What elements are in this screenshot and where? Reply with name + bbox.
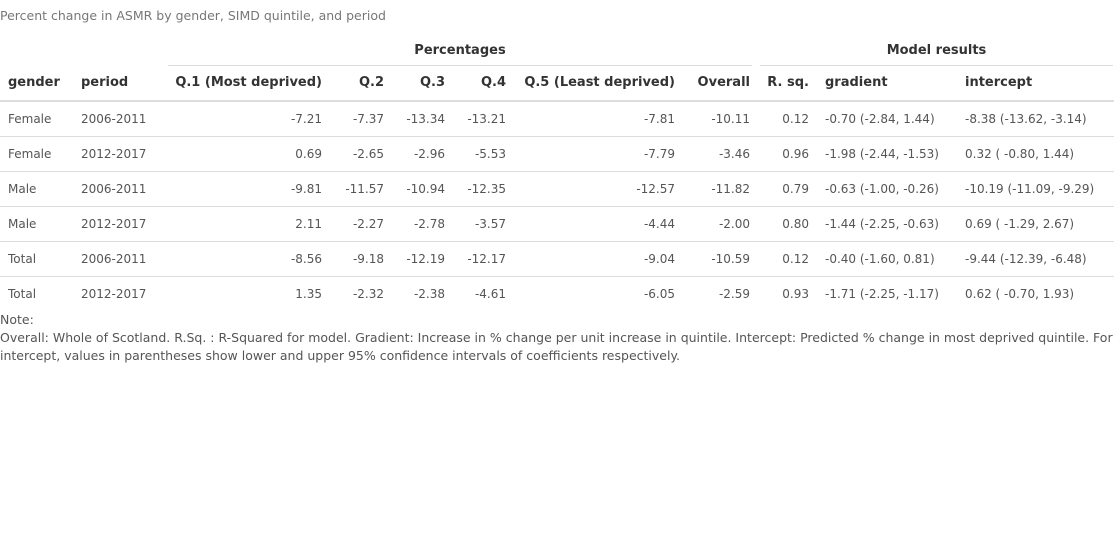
table-row: Male 2006-2011 -9.81 -11.57 -10.94 -12.35 -12.… bbox=[0, 172, 1114, 207]
cell-q5: -12.57 bbox=[636, 182, 675, 196]
cell-q2: -2.27 bbox=[352, 217, 384, 231]
cell-intercept: 0.69 ( -1.29, 2.67) bbox=[965, 217, 1075, 231]
cell-intercept: 0.32 ( -0.80, 1.44) bbox=[965, 147, 1075, 161]
cell-intercept: -10.19 (-11.09, -9.29) bbox=[965, 182, 1095, 196]
cell-q4: -13.21 bbox=[467, 112, 506, 126]
cell-gradient: -0.40 (-1.60, 0.81) bbox=[825, 252, 935, 266]
cell-r-sq: 0.12 bbox=[782, 252, 809, 266]
cell-gender: Total bbox=[8, 252, 37, 266]
cell-q4: -4.61 bbox=[474, 287, 506, 301]
cell-q5: -6.05 bbox=[643, 287, 675, 301]
cell-period: 2012-2017 bbox=[81, 147, 147, 161]
cell-q3: -13.34 bbox=[406, 112, 445, 126]
cell-q2: -11.57 bbox=[345, 182, 384, 196]
cell-period: 2006-2011 bbox=[81, 252, 147, 266]
group-header-percentages: Percentages bbox=[168, 42, 752, 66]
column-header-gradient[interactable]: gradient bbox=[825, 75, 888, 90]
cell-gradient: -1.98 (-2.44, -1.53) bbox=[825, 147, 939, 161]
column-header-period[interactable]: period bbox=[81, 75, 129, 90]
note-text-line-1: Overall: Whole of Scotland. R.Sq. : R-Sq… bbox=[0, 330, 1114, 345]
cell-overall: -10.59 bbox=[711, 252, 750, 266]
cell-q1: -8.56 bbox=[290, 252, 322, 266]
cell-q1: 0.69 bbox=[295, 147, 322, 161]
cell-q2: -9.18 bbox=[352, 252, 384, 266]
cell-q4: -12.35 bbox=[467, 182, 506, 196]
cell-q3: -2.78 bbox=[413, 217, 445, 231]
cell-intercept: -8.38 (-13.62, -3.14) bbox=[965, 112, 1087, 126]
note-text-line-2: intercept, values in parentheses show lo… bbox=[0, 348, 681, 363]
cell-q5: -4.44 bbox=[643, 217, 675, 231]
note-label: Note: bbox=[0, 312, 34, 327]
cell-r-sq: 0.96 bbox=[782, 147, 809, 161]
column-header-intercept[interactable]: intercept bbox=[965, 75, 1033, 90]
column-header-overall[interactable]: Overall bbox=[697, 75, 750, 90]
cell-period: 2006-2011 bbox=[81, 112, 147, 126]
column-header-q4[interactable]: Q.4 bbox=[480, 75, 506, 90]
table-row: Male 2012-2017 2.11 -2.27 -2.78 -3.57 -4.44 -2.… bbox=[0, 207, 1114, 242]
cell-q3: -12.19 bbox=[406, 252, 445, 266]
cell-period: 2012-2017 bbox=[81, 217, 147, 231]
cell-r-sq: 0.12 bbox=[782, 112, 809, 126]
table-row: Female 2006-2011 -7.21 -7.37 -13.34 -13.21 -7.… bbox=[0, 102, 1114, 137]
cell-q2: -7.37 bbox=[352, 112, 384, 126]
cell-gradient: -0.70 (-2.84, 1.44) bbox=[825, 112, 935, 126]
cell-r-sq: 0.93 bbox=[782, 287, 809, 301]
cell-gradient: -1.44 (-2.25, -0.63) bbox=[825, 217, 939, 231]
cell-q1: 1.35 bbox=[295, 287, 322, 301]
cell-gender: Male bbox=[8, 217, 37, 231]
column-header-q3[interactable]: Q.3 bbox=[419, 75, 445, 90]
cell-gender: Female bbox=[8, 147, 52, 161]
cell-q3: -2.38 bbox=[413, 287, 445, 301]
cell-q2: -2.65 bbox=[352, 147, 384, 161]
cell-q3: -2.96 bbox=[413, 147, 445, 161]
cell-r-sq: 0.79 bbox=[782, 182, 809, 196]
cell-q2: -2.32 bbox=[352, 287, 384, 301]
table-row: Female 2012-2017 0.69 -2.65 -2.96 -5.53 -7.79 -… bbox=[0, 137, 1114, 172]
cell-period: 2012-2017 bbox=[81, 287, 147, 301]
table-row: Total 2012-2017 1.35 -2.32 -2.38 -4.61 -6.05 -2… bbox=[0, 277, 1114, 312]
cell-q1: 2.11 bbox=[295, 217, 322, 231]
table-row: Total 2006-2011 -8.56 -9.18 -12.19 -12.17 -9.0… bbox=[0, 242, 1114, 277]
cell-period: 2006-2011 bbox=[81, 182, 147, 196]
cell-q4: -12.17 bbox=[467, 252, 506, 266]
cell-q1: -7.21 bbox=[290, 112, 322, 126]
cell-q5: -7.81 bbox=[643, 112, 675, 126]
cell-overall: -11.82 bbox=[711, 182, 750, 196]
table-caption: Percent change in ASMR by gender, SIMD q… bbox=[0, 8, 386, 23]
cell-overall: -2.00 bbox=[718, 217, 750, 231]
cell-overall: -10.11 bbox=[711, 112, 750, 126]
cell-q4: -5.53 bbox=[474, 147, 506, 161]
cell-q3: -10.94 bbox=[406, 182, 445, 196]
cell-q1: -9.81 bbox=[290, 182, 322, 196]
cell-gender: Female bbox=[8, 112, 52, 126]
cell-q5: -7.79 bbox=[643, 147, 675, 161]
cell-gender: Total bbox=[8, 287, 37, 301]
cell-overall: -3.46 bbox=[718, 147, 750, 161]
cell-r-sq: 0.80 bbox=[782, 217, 809, 231]
cell-intercept: -9.44 (-12.39, -6.48) bbox=[965, 252, 1087, 266]
group-header-model-results: Model results bbox=[760, 42, 1113, 66]
column-header-r-sq[interactable]: R. sq. bbox=[767, 75, 809, 90]
cell-overall: -2.59 bbox=[718, 287, 750, 301]
cell-gender: Male bbox=[8, 182, 37, 196]
cell-q4: -3.57 bbox=[474, 217, 506, 231]
cell-gradient: -1.71 (-2.25, -1.17) bbox=[825, 287, 939, 301]
column-header-q1[interactable]: Q.1 (Most deprived) bbox=[175, 75, 322, 90]
column-header-gender[interactable]: gender bbox=[8, 75, 60, 90]
column-header-q5[interactable]: Q.5 (Least deprived) bbox=[524, 75, 675, 90]
cell-gradient: -0.63 (-1.00, -0.26) bbox=[825, 182, 939, 196]
cell-q5: -9.04 bbox=[643, 252, 675, 266]
table-header-row: gender period Q.1 (Most deprived) Q.2 Q.… bbox=[0, 66, 1114, 102]
cell-intercept: 0.62 ( -0.70, 1.93) bbox=[965, 287, 1075, 301]
column-header-q2[interactable]: Q.2 bbox=[358, 75, 384, 90]
